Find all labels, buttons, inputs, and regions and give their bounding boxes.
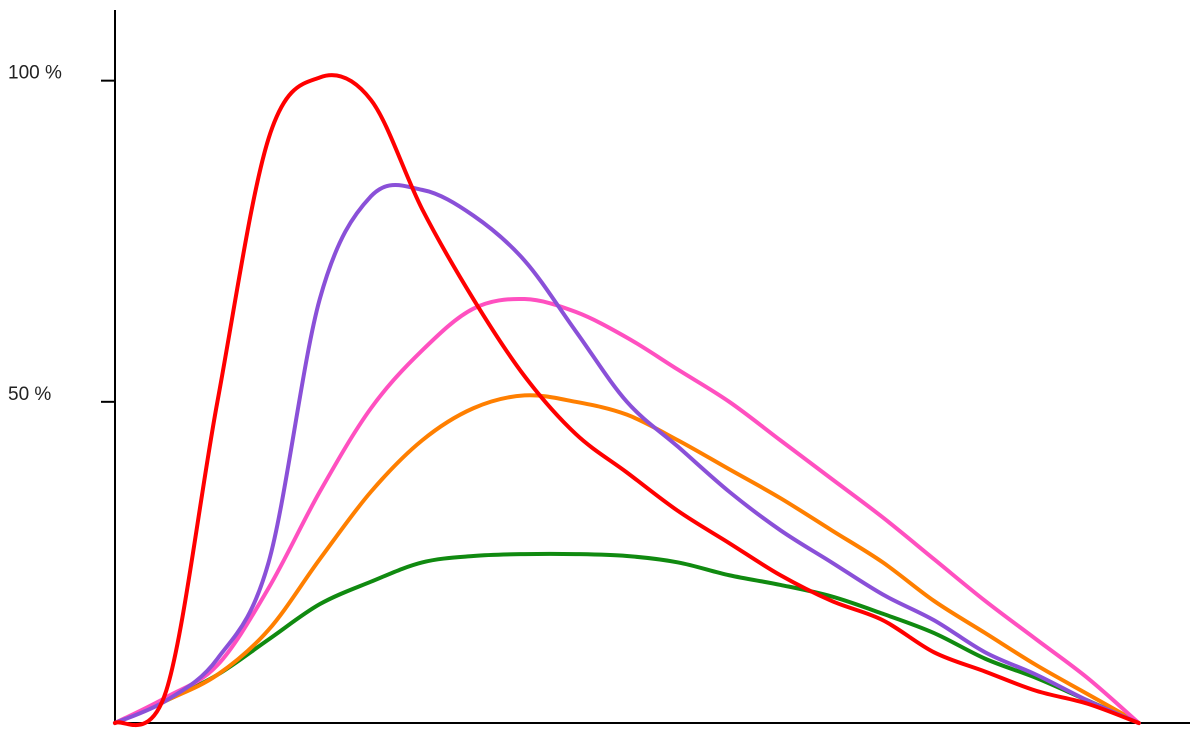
- series-line: [113, 73, 1141, 728]
- series-line: [113, 296, 1141, 725]
- y-tick-label: 50 %: [8, 384, 51, 405]
- series-line: [113, 393, 1141, 725]
- y-tick-label: 100 %: [8, 63, 62, 84]
- series-line: [113, 551, 1141, 725]
- series-line: [113, 183, 1141, 725]
